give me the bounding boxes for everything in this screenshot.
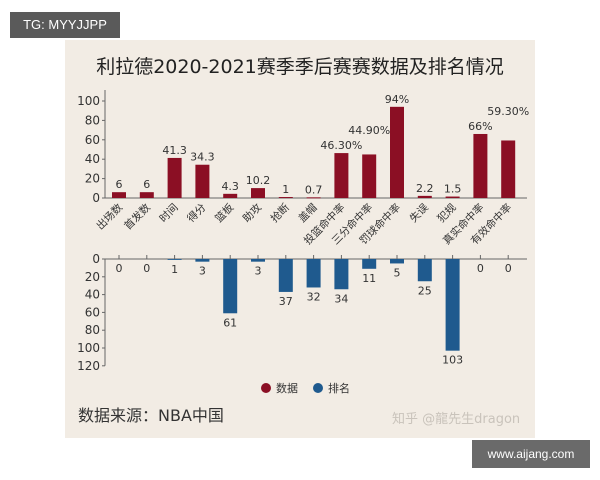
data-bar [251,188,265,198]
data-label: 6 [143,178,150,191]
data-label: 59.30% [487,105,529,118]
rank-bar [167,259,182,260]
rank-label: 0 [143,262,150,275]
top-y-tick-label: 40 [85,152,100,166]
rank-label: 0 [505,262,512,275]
rank-label: 103 [442,354,463,367]
legend-label-data: 数据 [276,381,298,395]
rank-bar [362,259,377,269]
top-y-tick-label: 80 [85,113,100,127]
top-y-tick-label: 0 [92,191,100,205]
data-bar [390,106,404,198]
bottom-y-tick-label: 60 [85,305,100,319]
category-label: 犯规 [435,201,459,225]
site-badge: www.aijang.com [472,440,590,468]
rank-label: 37 [279,295,293,308]
category-label: 失误 [407,201,431,225]
rank-bar [306,259,321,288]
data-label: 1 [282,183,289,196]
rank-label: 5 [394,266,401,279]
category-label: 抢断 [268,201,292,225]
data-bar [195,164,210,198]
rank-label: 25 [418,284,432,297]
data-label: 4.3 [221,180,239,193]
bottom-y-tick-label: 40 [85,288,100,302]
data-bar [501,140,516,198]
data-label: 10.2 [246,174,271,187]
top-y-tick-label: 20 [85,172,100,186]
category-label: 时间 [157,201,181,225]
data-bar [278,197,293,199]
legend-marker-rank [313,383,323,393]
category-label: 助攻 [240,201,264,225]
data-bar [167,157,182,198]
legend-marker-data [261,383,271,393]
rank-label: 3 [199,265,206,278]
rank-bar [417,259,432,282]
chart-title: 利拉德2020-2021赛季季后赛赛数据及排名情况 [96,56,504,78]
rank-bar [334,259,349,290]
rank-bar [251,259,265,262]
data-bar [223,193,238,198]
rank-label: 1 [171,263,178,276]
bottom-y-tick-label: 100 [77,341,100,355]
data-label: 6 [116,178,123,191]
rank-label: 32 [307,290,321,303]
bottom-y-tick-label: 20 [85,270,100,284]
data-bar [306,197,321,199]
top-y-tick-label: 60 [85,133,100,147]
data-bar [139,192,154,198]
rank-bar [195,259,210,262]
rank-label: 11 [362,272,376,285]
data-label: 0.7 [305,183,323,196]
data-bar [445,196,460,198]
data-label: 46.30% [320,139,362,152]
data-bar [473,133,488,198]
data-label: 34.3 [190,151,215,164]
data-bar [417,195,432,198]
category-label: 得分 [185,201,209,225]
data-bar [334,153,349,198]
legend-label-rank: 排名 [328,381,350,395]
data-label: 66% [468,120,492,133]
rank-label: 0 [477,262,484,275]
rank-bar [278,259,293,292]
rank-label: 61 [223,316,237,329]
data-label: 1.5 [444,183,462,196]
rank-bar [390,259,404,264]
data-label: 44.90% [348,124,390,137]
data-label: 2.2 [416,182,434,195]
data-label: 41.3 [162,144,187,157]
category-label: 篮板 [212,201,236,225]
rank-label: 0 [116,262,123,275]
data-label: 94% [385,93,409,106]
rank-label: 34 [334,292,348,305]
tg-badge: TG: MYYJJPP [10,12,120,38]
category-label: 盖帽 [296,201,320,225]
chart-panel [65,40,535,438]
category-label: 首发数 [121,201,153,233]
bottom-y-tick-label: 120 [77,359,100,373]
top-y-tick-label: 100 [77,94,100,108]
data-bar [112,192,126,198]
rank-bar [223,259,238,314]
rank-label: 3 [255,265,262,278]
category-label: 出场数 [94,201,126,233]
bottom-y-tick-label: 0 [92,252,100,266]
watermark: 知乎 @龍先生dragon [392,411,520,427]
bottom-y-tick-label: 80 [85,323,100,337]
data-bar [362,154,377,198]
source-text: 数据来源：NBA中国 [78,406,224,425]
rank-bar [445,259,460,351]
